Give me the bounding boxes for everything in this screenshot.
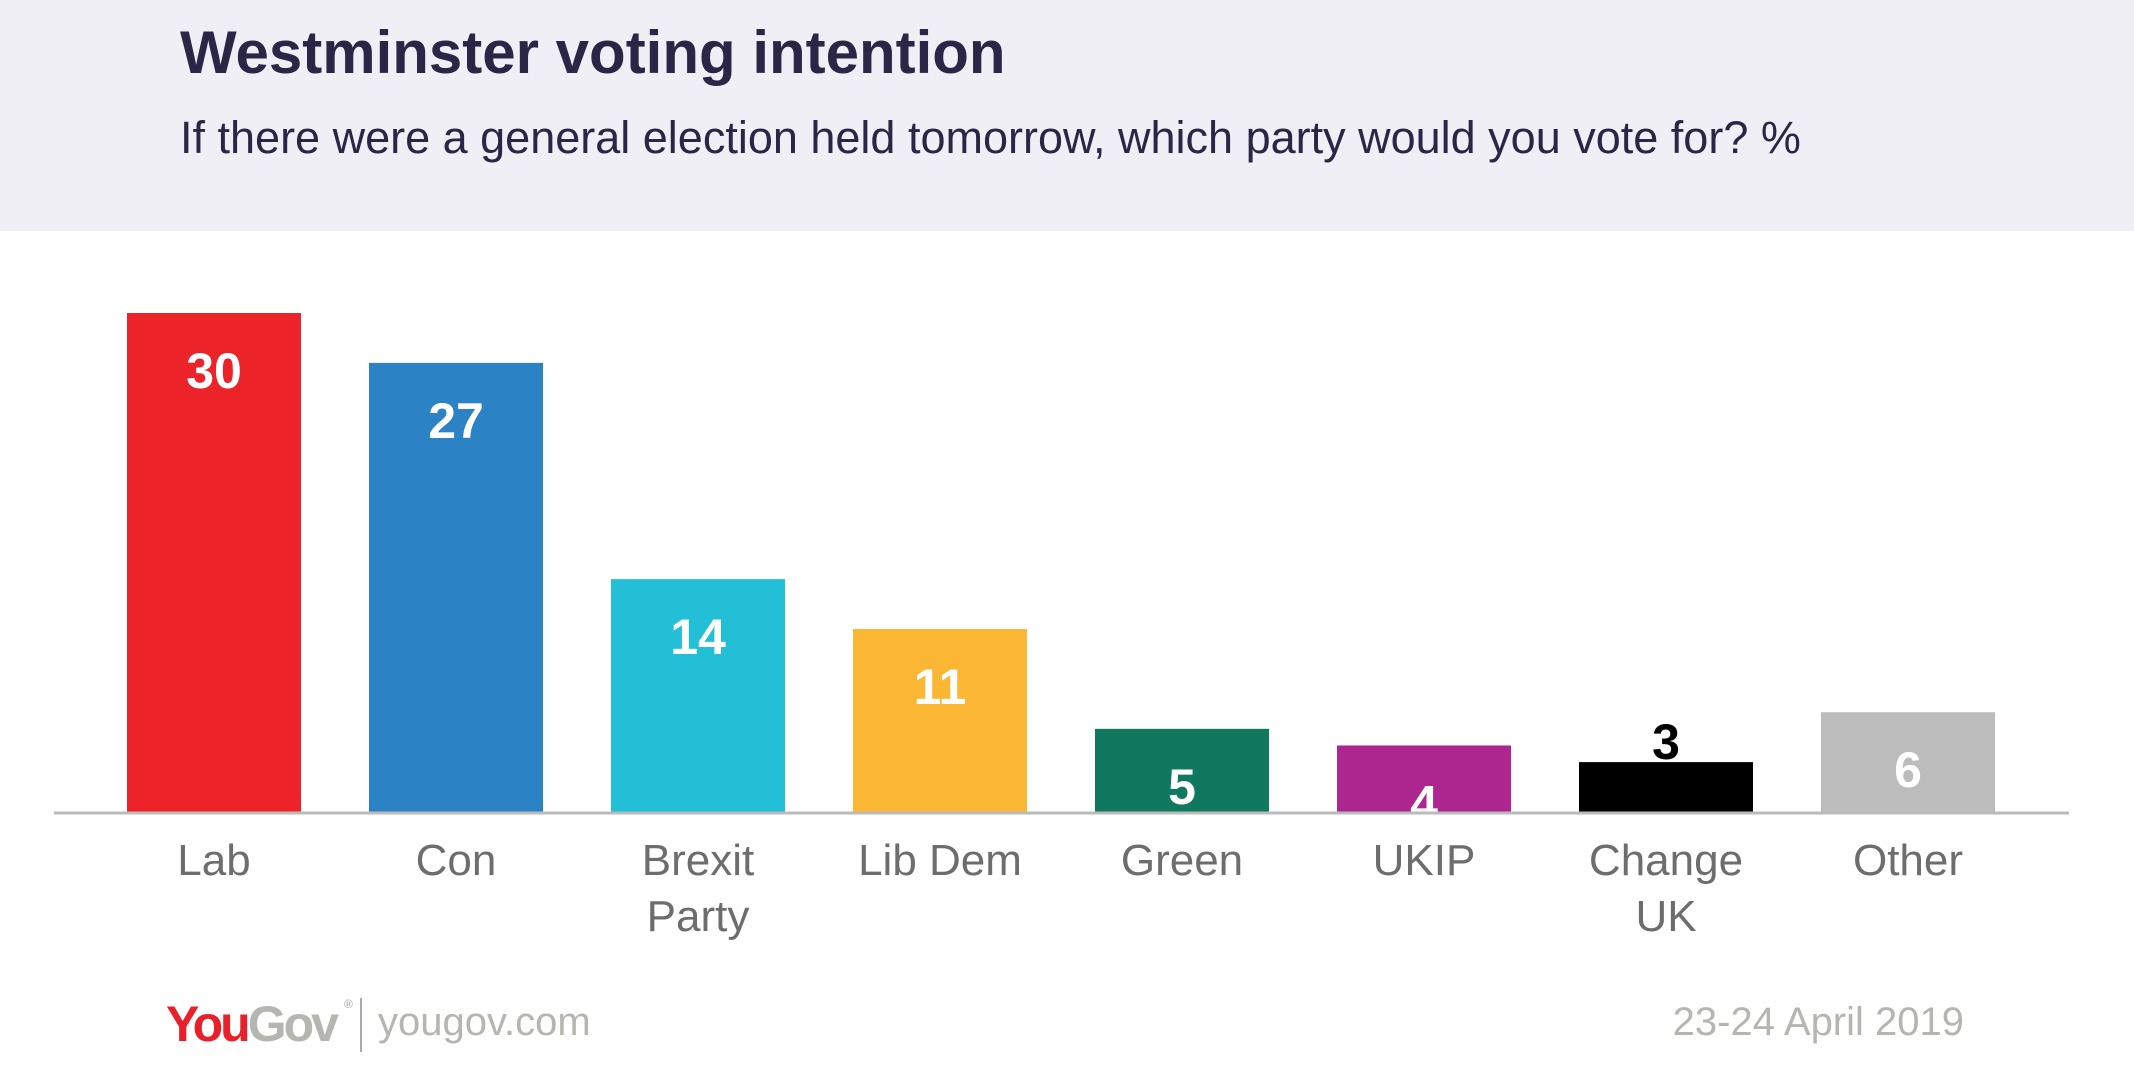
category-label: Lab — [177, 836, 250, 885]
category-label: Other — [1853, 836, 1963, 885]
header-band: Westminster voting intention If there we… — [0, 0, 2134, 231]
data-label: 3 — [1652, 714, 1680, 770]
bar — [369, 362, 543, 812]
category-label: Con — [416, 836, 497, 885]
yougov-logo: YouGov ® — [166, 996, 353, 1052]
chart-title: Westminster voting intention — [180, 19, 1006, 86]
category-label: Green — [1121, 836, 1243, 885]
bar — [1095, 728, 1269, 812]
category-label: Lib Dem — [858, 836, 1022, 885]
bar — [1337, 745, 1511, 812]
data-label: 4 — [1410, 775, 1438, 831]
footer-divider — [360, 998, 362, 1052]
bar — [127, 313, 301, 812]
category-label: Party — [647, 892, 750, 941]
data-label: 11 — [914, 659, 967, 715]
bar-chart: 30 Lab 27 Con 14 Brexit Party 11 Lib Dem 5 Green 4 U… — [54, 313, 2069, 941]
data-label: 27 — [428, 393, 484, 449]
data-label: 6 — [1894, 742, 1922, 798]
bar — [853, 629, 1027, 812]
bar — [611, 579, 785, 812]
category-label: UKIP — [1373, 836, 1476, 885]
data-label: 14 — [670, 609, 726, 665]
category-label: UK — [1635, 892, 1696, 941]
bar — [1821, 712, 1995, 812]
data-label: 30 — [186, 343, 242, 399]
bar — [1579, 762, 1753, 812]
chart-subtitle: If there were a general election held to… — [180, 112, 1801, 163]
data-label: 5 — [1168, 759, 1196, 815]
category-label: Change — [1589, 836, 1743, 885]
footer-date: 23-24 April 2019 — [1672, 1000, 1964, 1044]
category-label: Brexit — [642, 836, 754, 885]
footer-url[interactable]: yougov.com — [378, 1000, 591, 1044]
